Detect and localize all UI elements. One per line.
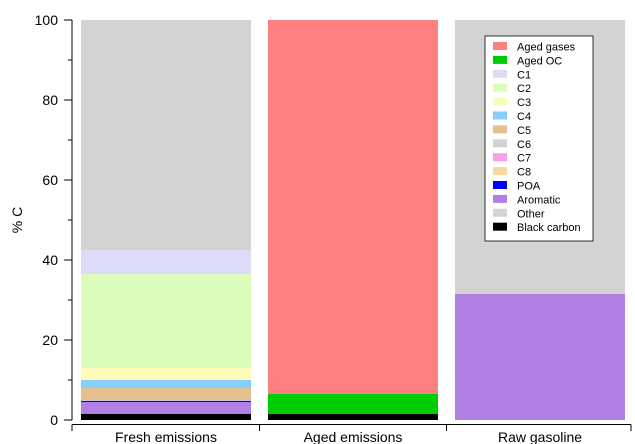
legend-label: C2 [517, 83, 531, 95]
legend-label: Aromatic [517, 194, 561, 206]
y-tick-label: 20 [42, 332, 58, 348]
legend-swatch [493, 153, 507, 162]
legend-swatch [493, 208, 507, 217]
legend-swatch [493, 222, 507, 231]
bar-segment-aged-gases [268, 20, 438, 394]
legend-label: Other [517, 208, 545, 220]
bar-segment-poa [81, 400, 251, 402]
legend-swatch [493, 167, 507, 176]
legend-label: C1 [517, 69, 531, 81]
bar-segment-c2 [81, 274, 251, 368]
bar-segment-black-carbon [81, 414, 251, 420]
legend-label: C5 [517, 125, 531, 137]
y-tick-label: 40 [42, 252, 58, 268]
y-tick-label: 80 [42, 92, 58, 108]
bar-segment-other [81, 20, 251, 250]
bar-segment-aged-oc [268, 394, 438, 414]
legend-swatch [493, 97, 507, 106]
y-ticks: 0 20 40 60 80 100 [35, 12, 72, 428]
bar-segment-c5 [81, 388, 251, 400]
legend-label: C4 [517, 111, 531, 123]
x-category-label: Fresh emissions [115, 429, 217, 444]
legend-label: Black carbon [517, 222, 581, 234]
y-axis-title: % C [9, 207, 25, 233]
x-ticks: Fresh emissions Aged emissions Raw gasolin… [71, 424, 632, 444]
y-tick-label: 60 [42, 172, 58, 188]
y-tick-label: 100 [35, 12, 59, 28]
bar-segment-c4 [81, 380, 251, 388]
bar-segment-aromatic [81, 402, 251, 414]
legend-label: C7 [517, 153, 531, 165]
legend-swatch [493, 42, 507, 50]
x-category-label: Raw gasoline [498, 429, 582, 444]
legend-label: Aged OC [517, 55, 562, 67]
legend-swatch [493, 83, 507, 92]
bar-segment-c1 [81, 250, 251, 274]
legend-swatch [493, 111, 507, 120]
y-tick-label: 0 [50, 412, 58, 428]
legend-label: POA [517, 181, 541, 193]
legend-swatch [493, 181, 507, 189]
legend-label: Aged gases [517, 42, 576, 54]
legend-swatch [493, 194, 507, 203]
bar-segment-aromatic [455, 294, 625, 420]
bar-segment-c6 [81, 400, 251, 401]
bar-segment-c3 [81, 368, 251, 380]
x-category-label: Aged emissions [304, 429, 403, 444]
legend-label: C8 [517, 167, 531, 179]
legend-label: C3 [517, 97, 531, 109]
legend-swatch [493, 55, 507, 64]
legend-swatch [493, 139, 507, 148]
legend-swatch [493, 125, 507, 134]
legend-swatch [493, 69, 507, 78]
bar-segment-black-carbon [268, 414, 438, 420]
legend-label: C6 [517, 139, 531, 151]
